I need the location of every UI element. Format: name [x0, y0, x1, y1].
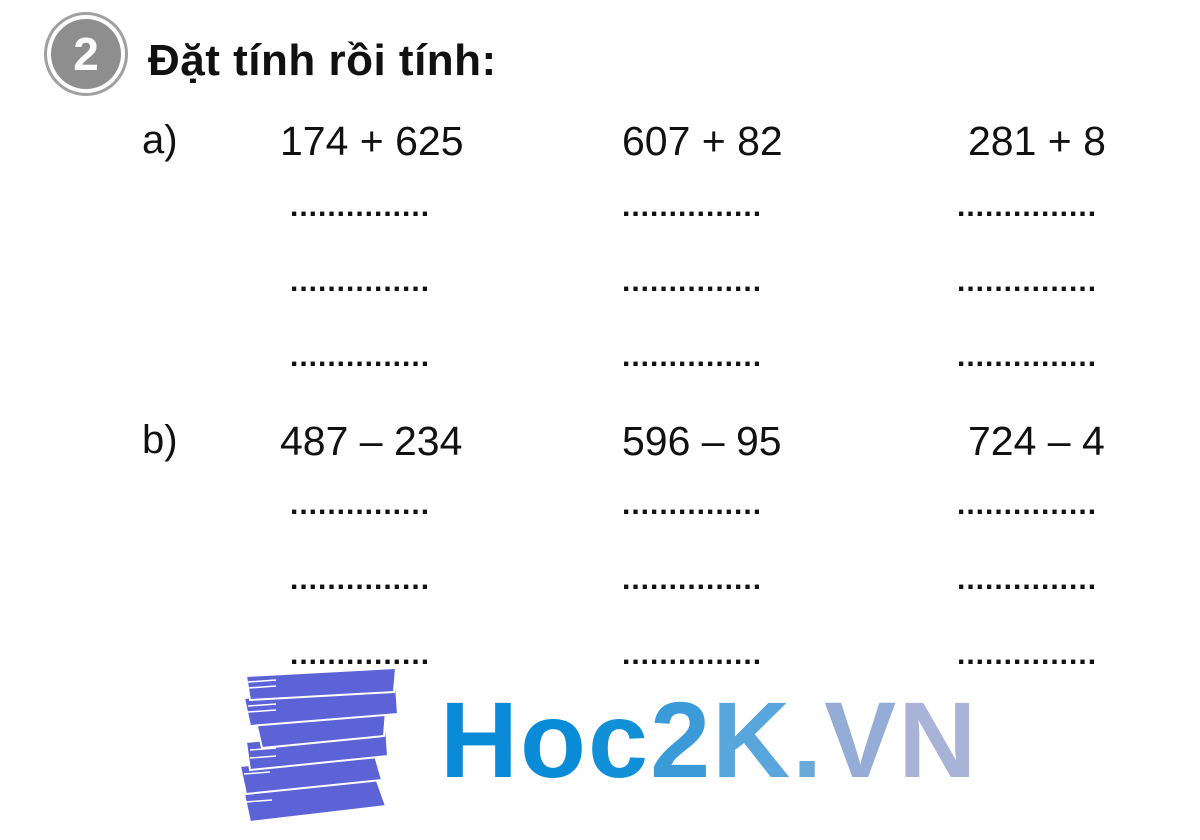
book-stack-icon — [238, 666, 400, 824]
answer-line[interactable]: ............... — [290, 190, 431, 223]
problem-expression: 174 + 625 — [280, 118, 464, 164]
problem-expression: 607 + 82 — [622, 118, 783, 164]
answer-line[interactable]: ............... — [957, 488, 1098, 521]
logo-letter: 2 — [650, 679, 713, 800]
answer-line[interactable]: ............... — [957, 190, 1098, 223]
logo: Hoc2K.VN — [236, 666, 976, 826]
answer-line[interactable]: ............... — [622, 638, 763, 671]
logo-letter: K — [712, 679, 793, 800]
logo-letter: . — [792, 679, 825, 800]
problem-expression: 596 – 95 — [622, 418, 782, 464]
answer-line[interactable]: ............... — [622, 563, 763, 596]
answer-line[interactable]: ............... — [622, 190, 763, 223]
answer-line[interactable]: ............... — [290, 638, 431, 671]
part-label: b) — [142, 418, 178, 462]
answer-line[interactable]: ............... — [622, 340, 763, 373]
problem-expression: 487 – 234 — [280, 418, 463, 464]
problem-expression: 281 + 8 — [968, 118, 1106, 164]
logo-letter: H — [440, 679, 520, 800]
logo-text: Hoc2K.VN — [440, 686, 978, 794]
logo-letter: V — [824, 679, 899, 800]
answer-line[interactable]: ............... — [290, 340, 431, 373]
answer-line[interactable]: ............... — [957, 563, 1098, 596]
exercise-title: Đặt tính rồi tính: — [148, 36, 497, 85]
logo-letter: o — [520, 679, 588, 800]
answer-line[interactable]: ............... — [622, 265, 763, 298]
answer-line[interactable]: ............... — [622, 488, 763, 521]
exercise-number-badge: 2 — [44, 12, 128, 96]
part-label: a) — [142, 118, 178, 162]
answer-line[interactable]: ............... — [290, 488, 431, 521]
answer-line[interactable]: ............... — [957, 265, 1098, 298]
logo-letter: c — [587, 679, 651, 800]
answer-line[interactable]: ............... — [290, 265, 431, 298]
answer-line[interactable]: ............... — [957, 340, 1098, 373]
answer-line[interactable]: ............... — [290, 563, 431, 596]
problem-expression: 724 – 4 — [968, 418, 1105, 464]
logo-letter: N — [898, 679, 979, 800]
answer-line[interactable]: ............... — [957, 638, 1098, 671]
exercise-number: 2 — [51, 19, 121, 89]
